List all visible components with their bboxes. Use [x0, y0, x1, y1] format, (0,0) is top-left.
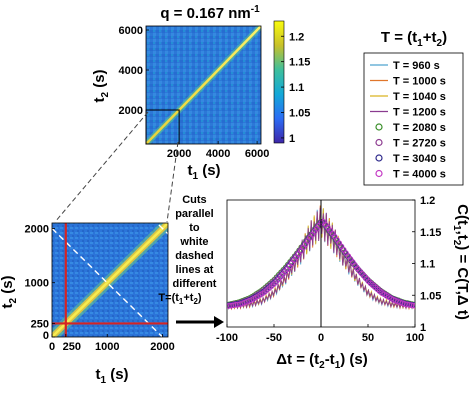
legend-swatch-marker: [375, 138, 383, 147]
main-heatmap: q = 0.167 nm-1 2000 4000 6000200040006000 …: [91, 4, 310, 182]
zoom-heatmap-xtick: 1000: [95, 341, 119, 353]
legend-item-label: T = 2720 s: [393, 138, 446, 150]
zoom-heatmap-ytick: 0: [43, 330, 49, 342]
main-heatmap-xtick: 2000: [167, 148, 191, 160]
cuts-annotation-text: Cuts parallel to white dashed lines at d…: [158, 194, 219, 306]
zoom-heatmap-ylabel: t2 (s): [0, 275, 19, 308]
series-marker: [412, 302, 415, 309]
main-heatmap-ytick: 4000: [119, 65, 143, 77]
legend-title: T = (t1+t2): [381, 29, 447, 49]
colorbar-tick: 1: [289, 133, 295, 145]
legend-item-label: T = 960 s: [393, 60, 440, 72]
cuts-plot-ytick: 1.05: [420, 290, 441, 302]
legend-swatch-marker: [375, 169, 383, 178]
colorbar: [273, 20, 285, 144]
zoom-region-box: [145, 109, 180, 145]
legend-item-label: T = 3040 s: [393, 153, 446, 165]
zoom-connector-left: [54, 111, 149, 223]
series-marker: [413, 303, 415, 309]
main-heatmap-title: q = 0.167 nm-1: [160, 4, 260, 22]
main-heatmap-xtick: 6000: [245, 148, 269, 160]
zoom-heatmap-ytick: 2000: [25, 223, 49, 235]
zoom-heatmap-xlabel: t1 (s): [95, 366, 128, 386]
colorbar-tick: 1.1: [289, 82, 304, 94]
cuts-plot-ytick: 1: [420, 322, 426, 334]
legend-item-label: T = 4000 s: [393, 169, 446, 181]
zoom-heatmap-ytick: 1000: [25, 278, 49, 290]
main-heatmap-xtick: 4000: [206, 148, 230, 160]
cuts-annotation: Cuts parallel to white dashed lines at d…: [158, 194, 224, 328]
legend-item-label: T = 1200 s: [393, 107, 446, 119]
cuts-plot-ytick: 1.1: [420, 259, 435, 271]
cuts-plot-xtick: 0: [318, 332, 324, 344]
colorbar-tick: 1.05: [289, 108, 310, 120]
arrow-head: [214, 316, 224, 328]
legend-item-label: T = 2080 s: [393, 122, 446, 134]
zoom-heatmap-xtick: 2000: [150, 341, 174, 353]
cuts-plot-ytick: 1.2: [420, 195, 435, 207]
zoom-heatmap-xtick: 0: [49, 341, 55, 353]
colorbar-tick: 1.2: [289, 31, 304, 43]
zoom-heatmap-xtick: 250: [63, 341, 81, 353]
cuts-plot-ytick: 1.15: [420, 227, 441, 239]
main-heatmap-ytick: 6000: [119, 25, 143, 37]
legend-item-label: T = 1000 s: [393, 76, 446, 88]
zoom-connector-right: [166, 141, 179, 223]
series-marker: [410, 302, 415, 309]
cuts-plot-xtick: -100: [216, 332, 238, 344]
main-heatmap-ylabel: t2 (s): [91, 69, 111, 102]
zoom-heatmap-ytick: 250: [31, 318, 49, 330]
cut-line-dashed: [52, 227, 163, 337]
main-heatmap-ytick: 2000: [119, 105, 143, 117]
main-heatmap-diagonal: [146, 26, 261, 144]
cut-line-dashed: [155, 223, 168, 235]
cuts-plot-xtick: -50: [266, 332, 282, 344]
cuts-plot-xlabel: Δt = (t2-t1) (s): [276, 351, 368, 371]
legend-item-label: T = 1040 s: [393, 91, 446, 103]
main-heatmap-xlabel: t1 (s): [187, 162, 220, 182]
legend-swatch-marker: [375, 154, 383, 162]
colorbar-tick: 1.15: [289, 57, 310, 69]
cuts-plot-ylabel: C(t1,t2) = C(T,Δ t): [451, 204, 471, 320]
legend-box: [363, 52, 464, 186]
cuts-plot-xtick: 50: [362, 332, 374, 344]
legend: T = (t1+t2) T = 960 s T = 1000 s T = 1040 …: [363, 29, 464, 186]
cuts-plot-xtick: 100: [406, 332, 424, 344]
legend-swatch-marker: [375, 123, 383, 131]
